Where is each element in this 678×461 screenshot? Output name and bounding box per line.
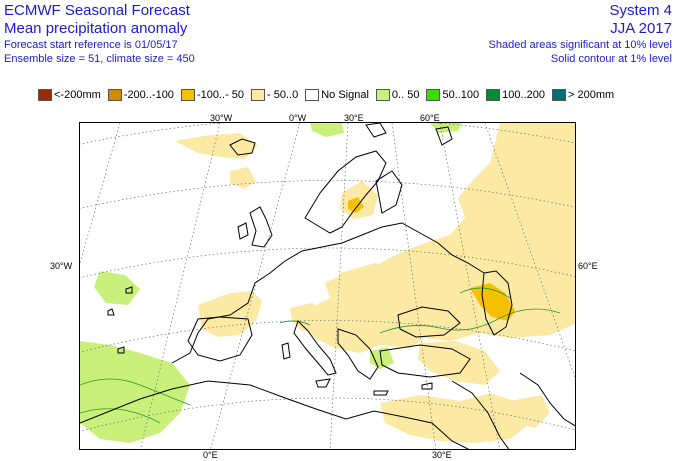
precipitation-anomaly-map [80,123,575,449]
small-island-b [117,346,125,354]
legend-item: <-200mm [38,89,101,101]
legend-label: 100..200 [502,89,545,101]
finland-outline [375,170,403,214]
coastlines [80,123,575,449]
middle-east-coast [451,380,510,449]
negative-anomaly-region-north [175,133,258,159]
negative-anomaly-region-southeast [418,341,500,385]
small-island-a [125,286,133,294]
lon-label-top: 0°W [289,113,307,123]
negative-anomaly-region-africa-east [510,395,550,428]
black-sea-outline [397,306,461,338]
iceland-outline [229,138,256,156]
positive-anomaly-region-arctic-east [430,123,462,133]
lon-label-top: 30°E [344,113,364,123]
anatolia-outline [379,344,471,378]
map-panel [79,122,576,450]
legend-swatch [486,89,501,101]
legend-swatch [551,89,566,101]
legend-item: -100..- 50 [180,89,245,101]
strong-negative-anomaly-region [470,283,515,321]
lon-label-left: 30°W [50,261,73,271]
legend-item: > 200mm [551,89,615,101]
legend-item: - 50..0 [251,89,298,101]
legend-item: 100..200 [486,89,545,101]
legend-item: 50..100 [426,89,479,101]
legend-swatch [180,89,195,101]
negative-anomaly-region-central [335,263,410,305]
positive-anomaly-region-southwest [80,341,190,443]
legend-label: 0.. 50 [391,89,420,101]
legend-label: No Signal [321,89,369,101]
chart-title: ECMWF Seasonal Forecast [4,2,190,19]
gulf-coast [519,372,575,427]
ensemble-size: Ensemble size = 51, climate size = 450 [4,53,195,65]
legend-swatch [107,89,122,101]
balkans-outline [337,328,379,380]
lon-label-bottom: 0°E [203,450,218,460]
svalbard-outline [365,123,387,138]
contour-note: Solid contour at 1% level [550,53,672,65]
scandinavia-outline [304,150,387,234]
small-island-c [107,308,115,316]
legend-swatch [38,89,52,101]
legend-swatch [375,89,390,101]
legend-label: -200..-100 [123,89,174,101]
color-legend: <-200mm -200..-100 -100..- 50 - 50..0 No… [38,88,621,102]
sardinia-outline [281,342,291,360]
caspian-outline [481,270,513,336]
forecast-start-reference: Forecast start reference is 01/05/17 [4,39,178,51]
cyprus-outline [421,382,433,390]
negative-anomaly-region-iberia [198,291,262,337]
legend-item: 0.. 50 [375,89,420,101]
legend-label: -100..- 50 [196,89,245,101]
legend-label: <-200mm [54,89,101,101]
legend-label: - 50..0 [267,89,299,101]
legend-item: -200..-100 [107,89,174,101]
negative-anomaly-region-atlantic [230,167,256,189]
shaded-note: Shaded areas significant at 10% level [488,39,672,51]
africa-coast [80,380,470,449]
europe-coast [171,222,485,364]
lon-label-top: 30°W [210,113,233,123]
negative-anomaly-region-northafrica [380,393,530,443]
lon-label-bottom: 30°E [432,450,452,460]
strong-negative-anomaly-region-small [348,197,364,213]
legend-label: > 200mm [567,89,615,101]
season-label: JJA 2017 [610,20,672,37]
system-label: System 4 [609,2,672,19]
crete-outline [373,390,389,396]
novaya-zemlya-outline [435,126,453,146]
sicily-outline [315,378,331,388]
lon-label-top: 60°E [420,113,440,123]
italy-outline [293,320,337,376]
ireland-outline [237,222,249,240]
negative-anomaly-region-alps [290,303,325,331]
legend-label: 50..100 [442,89,480,101]
legend-swatch [251,89,266,101]
significance-contours [80,287,561,424]
negative-anomaly-region-east [300,123,575,353]
chart-subtitle: Mean precipitation anomaly [4,20,188,37]
britain-outline [249,206,273,248]
positive-anomaly-region-atlantic-north [94,271,140,305]
legend-item: No Signal [305,89,369,101]
legend-swatch [305,89,320,101]
iberia-outline [187,316,253,362]
lon-label-right: 60°E [578,261,598,271]
legend-swatch [426,89,441,101]
positive-anomaly-region-arctic [310,123,344,137]
